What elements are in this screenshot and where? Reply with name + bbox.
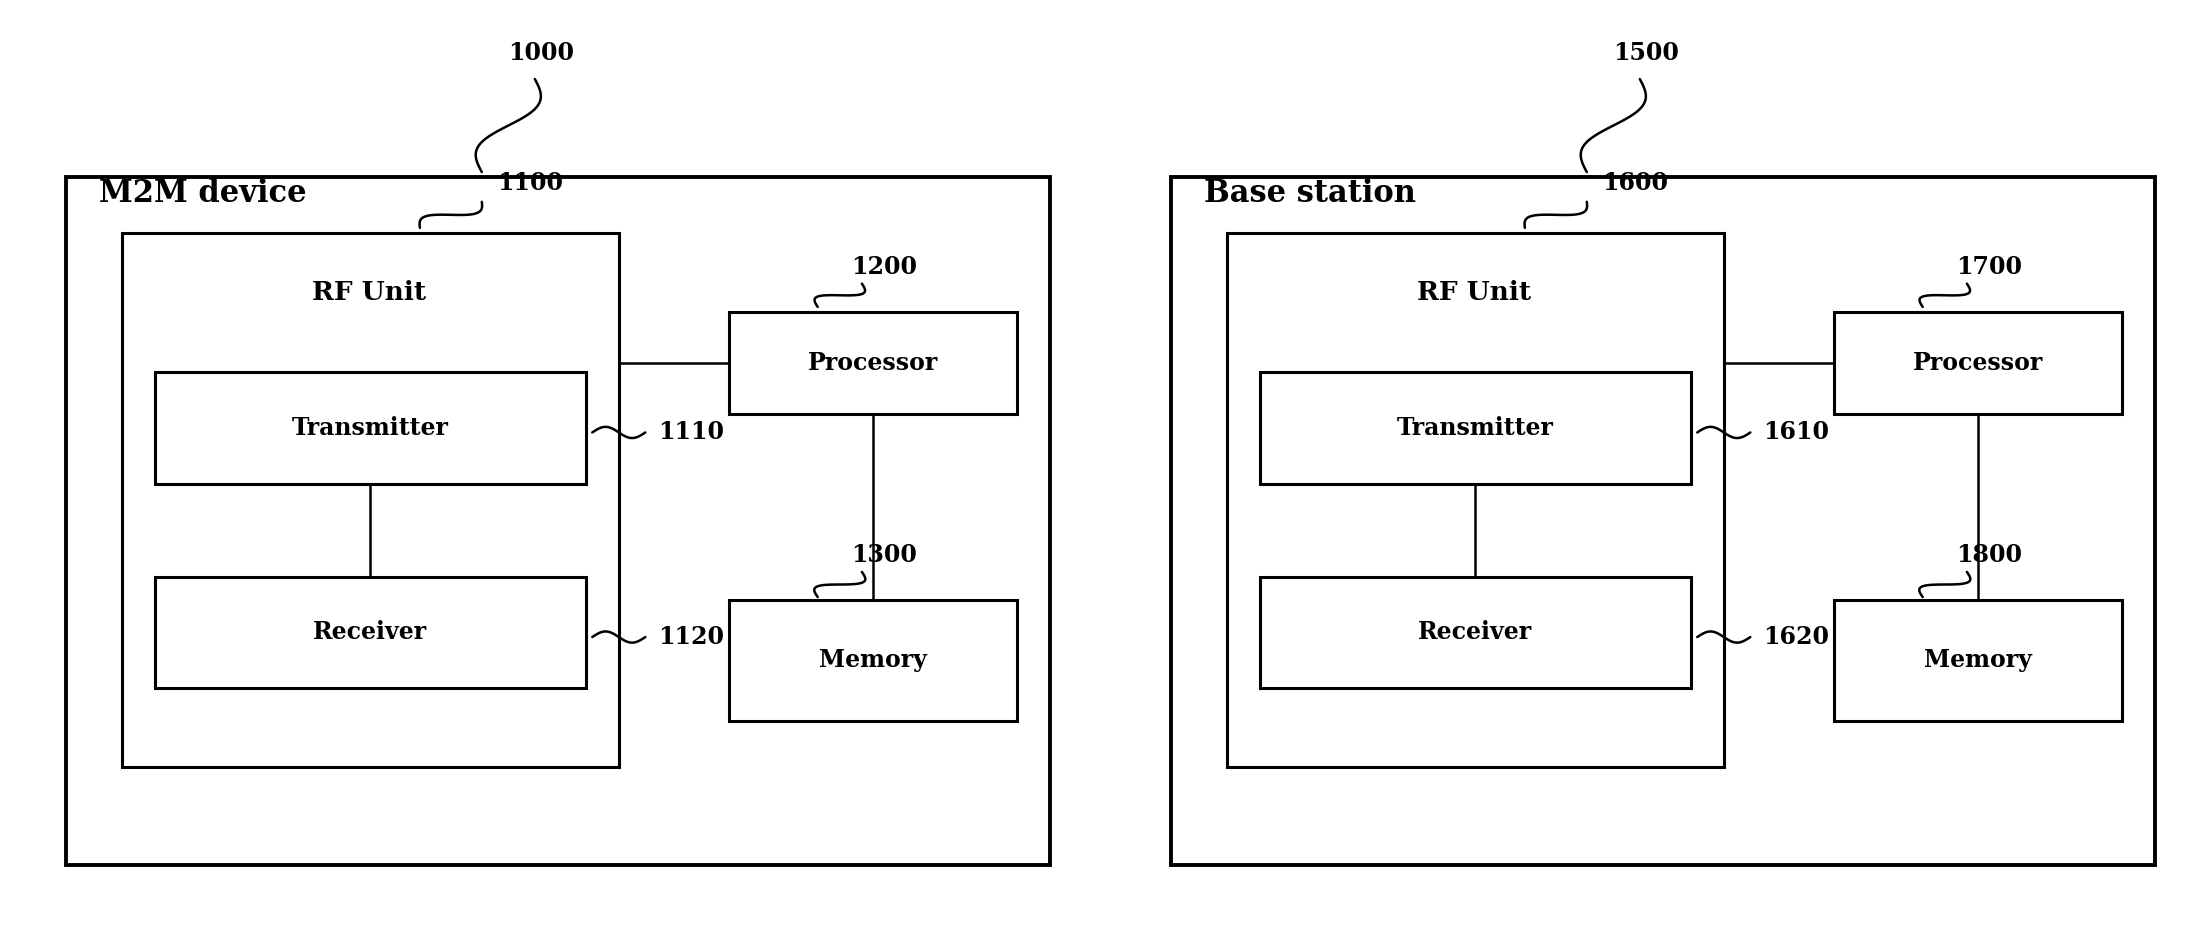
Text: 1120: 1120 [659, 625, 725, 649]
Text: Processor: Processor [1914, 351, 2042, 375]
Bar [729, 600, 1017, 721]
Bar [1171, 177, 2155, 865]
Text: Memory: Memory [820, 648, 926, 672]
Text: RF Unit: RF Unit [312, 281, 427, 305]
Bar [1260, 372, 1691, 484]
Text: Receiver: Receiver [1419, 620, 1532, 644]
Bar [1834, 600, 2122, 721]
Text: RF Unit: RF Unit [1417, 281, 1532, 305]
Text: Receiver: Receiver [314, 620, 427, 644]
Bar [155, 372, 586, 484]
Text: Transmitter: Transmitter [1397, 416, 1554, 440]
Text: Processor: Processor [809, 351, 937, 375]
Text: 1610: 1610 [1764, 420, 1830, 445]
Text: 1110: 1110 [659, 420, 725, 445]
Text: 1200: 1200 [851, 255, 917, 279]
Text: 1100: 1100 [497, 171, 564, 195]
Text: Base station: Base station [1204, 179, 1417, 209]
Text: 1800: 1800 [1956, 543, 2022, 567]
Text: 1600: 1600 [1602, 171, 1669, 195]
Bar [729, 312, 1017, 414]
Text: Memory: Memory [1925, 648, 2031, 672]
Bar [1260, 577, 1691, 688]
Bar [66, 177, 1050, 865]
Bar [1834, 312, 2122, 414]
Text: 1500: 1500 [1613, 41, 1680, 65]
Bar [122, 232, 619, 767]
Text: 1300: 1300 [851, 543, 917, 567]
Bar [155, 577, 586, 688]
Text: 1000: 1000 [508, 41, 575, 65]
Bar [1227, 232, 1724, 767]
Text: 1700: 1700 [1956, 255, 2022, 279]
Text: Transmitter: Transmitter [292, 416, 449, 440]
Text: M2M device: M2M device [99, 179, 307, 209]
Text: 1620: 1620 [1764, 625, 1830, 649]
